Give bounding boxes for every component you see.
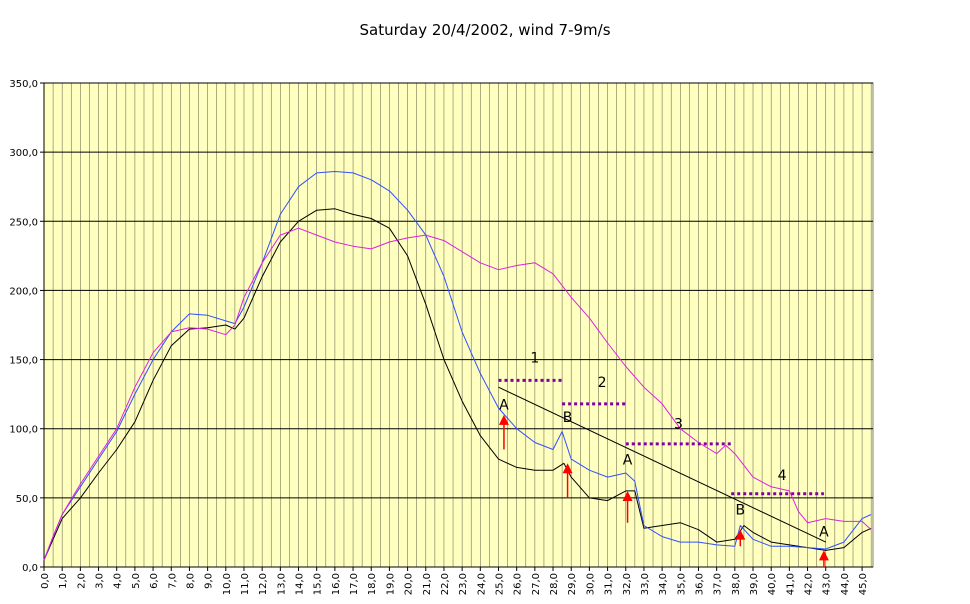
- x-tick-label: 20,0: [404, 573, 415, 595]
- x-tick-label: 21,0: [422, 573, 433, 595]
- y-tick-label: 250,0: [9, 217, 38, 228]
- x-tick-label: 26,0: [513, 573, 524, 595]
- x-tick-label: 10,0: [222, 573, 233, 595]
- y-tick-label: 350,0: [9, 79, 38, 90]
- marker-arrow-head: [498, 414, 509, 425]
- marker-label: A: [819, 525, 829, 541]
- segment-label: 2: [598, 375, 607, 391]
- y-tick-label: 150,0: [9, 356, 38, 367]
- y-tick-label: 100,0: [9, 425, 38, 436]
- plot-area: 0,0 50,0 100,0 150,0 200,0 250,0 300,0 350,0 0,0…: [9, 79, 874, 595]
- x-tick-label: 33,0: [640, 573, 651, 595]
- x-tick-label: 44,0: [840, 573, 851, 595]
- x-tick-label: 1,0: [58, 573, 69, 589]
- x-tick-label: 8,0: [185, 573, 196, 589]
- x-tick-label: 12,0: [258, 573, 269, 595]
- marker-arrow-head: [562, 463, 573, 474]
- x-tick-label: 42,0: [804, 573, 815, 595]
- x-tick-label: 15,0: [313, 573, 324, 595]
- x-tick-label: 36,0: [694, 573, 705, 595]
- x-tick-label: 25,0: [494, 573, 505, 595]
- y-tick-label: 0,0: [22, 563, 38, 574]
- x-tick-label: 27,0: [531, 573, 542, 595]
- x-tick-label: 13,0: [276, 573, 287, 595]
- x-tick-label: 28,0: [549, 573, 560, 595]
- segment-label: 3: [674, 417, 683, 433]
- marker-arrow-head: [735, 529, 746, 540]
- x-tick-label: 34,0: [658, 573, 669, 595]
- x-tick-label: 6,0: [149, 573, 160, 589]
- x-tick-label: 23,0: [458, 573, 469, 595]
- x-tick-label: 3,0: [95, 573, 106, 589]
- y-tick-label: 200,0: [9, 286, 38, 297]
- x-tick-label: 29,0: [567, 573, 578, 595]
- x-tick-label: 38,0: [731, 573, 742, 595]
- x-tick-label: 14,0: [295, 573, 306, 595]
- x-tick-label: 39,0: [749, 573, 760, 595]
- y-tick-label: 50,0: [16, 494, 38, 505]
- x-tick-label: 43,0: [822, 573, 833, 595]
- chart-title: Saturday 20/4/2002, wind 7-9m/s: [359, 21, 610, 39]
- x-tick-label: 9,0: [204, 573, 215, 589]
- marker-label: A: [499, 397, 509, 413]
- x-tick-label: 37,0: [713, 573, 724, 595]
- marker-arrow-head: [622, 490, 633, 501]
- x-tick-label: 17,0: [349, 573, 360, 595]
- x-tick-label: 16,0: [331, 573, 342, 595]
- x-tick-label: 5,0: [131, 573, 142, 589]
- x-tick-label: 30,0: [585, 573, 596, 595]
- marker-label: A: [623, 453, 633, 469]
- series-line-3: [43, 227, 872, 561]
- segment-label: 4: [778, 468, 787, 484]
- x-tick-label: 40,0: [767, 573, 778, 595]
- x-tick-label: 19,0: [385, 573, 396, 595]
- x-tick-label: 0,0: [40, 573, 51, 589]
- x-tick-label: 11,0: [240, 573, 251, 595]
- marker-arrow-head: [818, 550, 829, 561]
- x-tick-label: 24,0: [476, 573, 487, 595]
- x-tick-label: 7,0: [167, 573, 178, 589]
- x-tick-label: 31,0: [604, 573, 615, 595]
- marker-label: B: [735, 502, 745, 518]
- plot-background: [43, 82, 874, 568]
- x-tick-label: 2,0: [76, 573, 87, 589]
- marker-label: B: [563, 410, 573, 426]
- x-tick-label: 22,0: [440, 573, 451, 595]
- x-tick-label: 32,0: [622, 573, 633, 595]
- x-tick-label: 35,0: [676, 573, 687, 595]
- x-tick-label: 4,0: [113, 573, 124, 589]
- x-tick-label: 41,0: [785, 573, 796, 595]
- x-tick-label: 45,0: [858, 573, 869, 595]
- trend-line: [498, 386, 826, 543]
- segment-label: 1: [530, 350, 539, 366]
- y-tick-label: 300,0: [9, 148, 38, 159]
- x-tick-label: 18,0: [367, 573, 378, 595]
